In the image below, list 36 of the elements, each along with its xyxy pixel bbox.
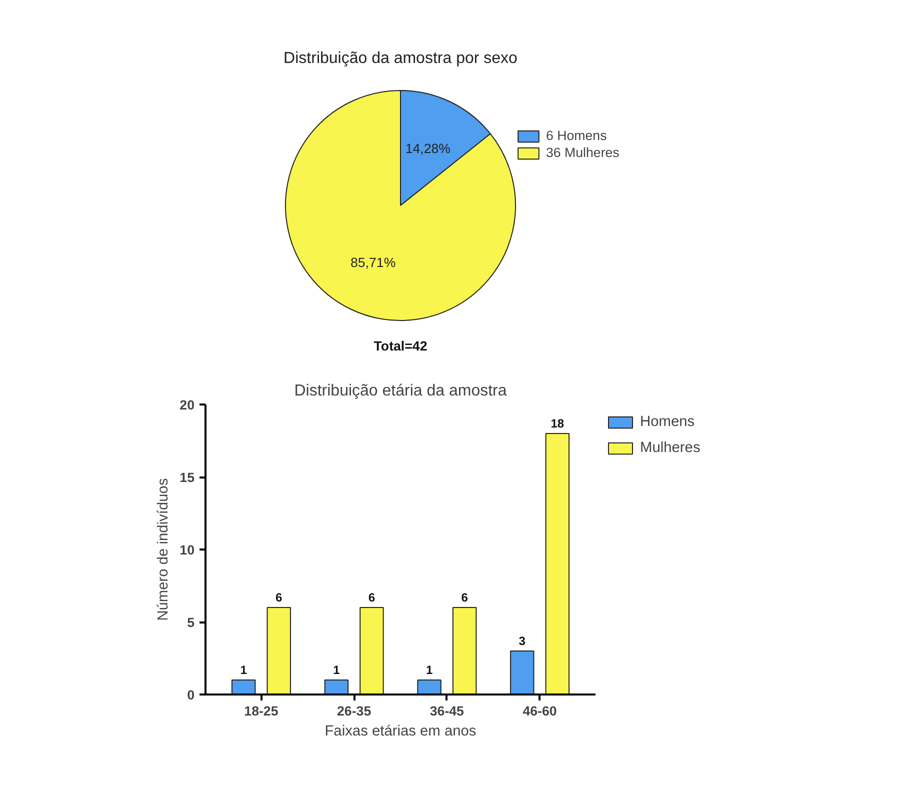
x-tick-label: 36-45 [430, 704, 465, 718]
data-label: 1 [426, 663, 433, 678]
data-label: 6 [461, 590, 468, 605]
bar [510, 650, 534, 694]
y-tick-label: 10 [180, 542, 195, 558]
legend-label: 6 Homens [546, 128, 607, 143]
bar [360, 607, 384, 694]
text: Total=42 [374, 338, 428, 354]
data-label: 14,28% [405, 141, 451, 156]
legend-label: Mulheres [640, 440, 700, 456]
data-label: 6 [276, 590, 283, 605]
bar [452, 607, 477, 694]
chart-title: Distribuição etária da amostra [294, 382, 507, 400]
y-tick-label: 5 [187, 615, 196, 630]
bar [545, 433, 570, 694]
data-label: 85,71% [350, 254, 396, 270]
legend-label: Homens [640, 414, 695, 430]
data-label: 3 [518, 634, 526, 648]
x-tick-label: 26-35 [337, 704, 372, 718]
bar [324, 680, 349, 694]
bar [231, 680, 256, 694]
data-label: 6 [368, 590, 376, 605]
data-label: 1 [333, 663, 340, 678]
x-tick-label: 46-60 [522, 704, 557, 718]
y-tick-label: 0 [187, 688, 195, 702]
x-axis-title: Faixas etárias em anos [324, 724, 476, 740]
y-axis-title: Número de indivíduos [156, 478, 172, 621]
legend-label: 36 Mulheres [546, 145, 620, 160]
y-tick-label: 15 [180, 470, 196, 485]
data-label: 18 [550, 416, 564, 431]
bar [417, 680, 442, 694]
x-tick-label: 18-25 [244, 704, 279, 718]
bar [266, 607, 291, 694]
data-label: 1 [240, 663, 248, 678]
chart-title: Distribuição da amostra por sexo [284, 50, 518, 67]
y-tick-label: 20 [180, 398, 195, 412]
